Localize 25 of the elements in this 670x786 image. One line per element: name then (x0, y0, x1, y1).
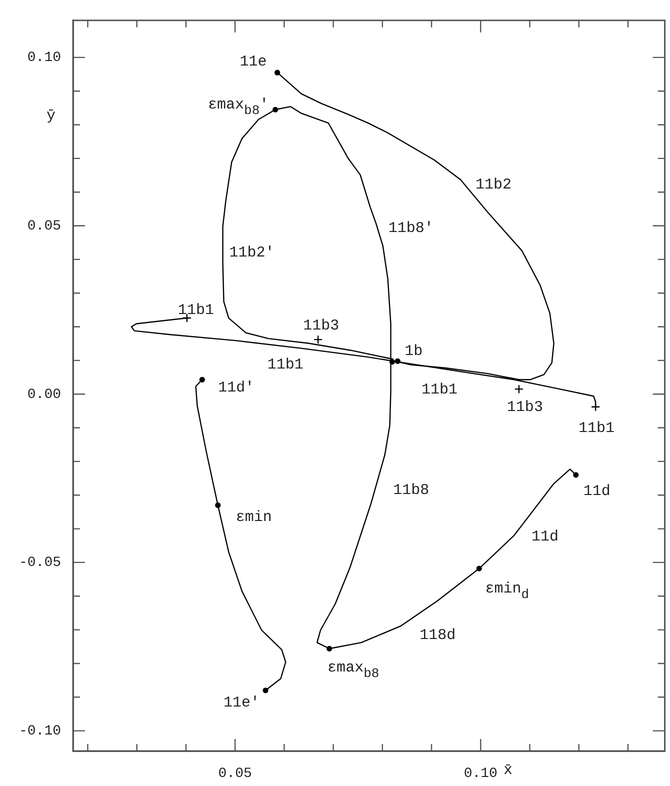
annotation: 11b1 (178, 302, 214, 319)
annotation: 11b2' (229, 244, 274, 262)
y-axis-title: ȳ (46, 107, 56, 124)
x-axis-title: x̄ (503, 762, 512, 779)
annotation: 11b1 (267, 356, 304, 374)
annotation: 11b8' (388, 220, 434, 237)
y-tick-label: 0.00 (27, 386, 61, 403)
annotation: 11b3 (506, 399, 543, 416)
annotation: 11b1 (421, 382, 458, 399)
y-tick-label: 0.10 (27, 50, 61, 66)
annotation: 11d (532, 528, 559, 546)
annotation: 11e' (224, 694, 260, 712)
annotation: 11b8 (393, 482, 430, 500)
annotation: 118d (420, 627, 456, 644)
annotation: 11b1 (578, 420, 615, 437)
y-tick-label: -0.05 (18, 555, 61, 572)
y-tick-label: -0.10 (18, 724, 61, 740)
y-tick-label: 0.05 (27, 218, 61, 234)
annotation: 11b2 (475, 176, 512, 194)
annotation: εmin (236, 509, 272, 526)
annotation: 11d (583, 482, 610, 500)
annotation: 11d' (218, 380, 254, 397)
annotation: 1b (404, 343, 423, 360)
annotation: 11e (240, 54, 267, 71)
annotation: 11b3 (303, 318, 340, 335)
